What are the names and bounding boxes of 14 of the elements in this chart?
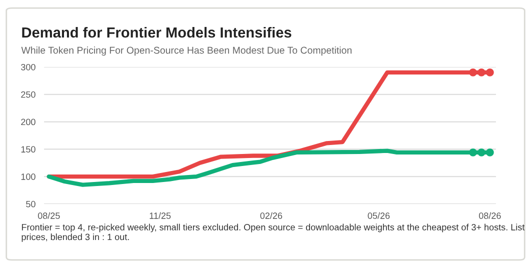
x-tick-label: 08/25 — [38, 212, 60, 219]
x-tick-label: 05/26 — [368, 212, 390, 219]
x-tick-label: 11/25 — [150, 212, 171, 219]
y-tick-label: 250 — [21, 91, 36, 98]
y-tick-label: 50 — [26, 200, 36, 208]
chart-subtitle: While Token Pricing For Open-Source Has Been Modest Due To Competition — [21, 46, 352, 56]
y-tick-label: 150 — [21, 146, 36, 153]
x-tick-label: 02/26 — [260, 212, 282, 219]
y-tick-label: 100 — [21, 174, 36, 180]
x-tick-label: 08/26 — [478, 212, 501, 219]
y-tick-label: 200 — [21, 118, 36, 126]
text: Frontier = top 4, re-picked weekly, small tiers excluded. Open source = downloadable weights at the cheapest of 3+ hosts. List prices, blended 3 in : 1 out. — [22, 224, 525, 242]
chart-title: Demand for Frontier Models Intensifies — [22, 26, 292, 38]
y-tick-label: 300 — [21, 64, 36, 70]
